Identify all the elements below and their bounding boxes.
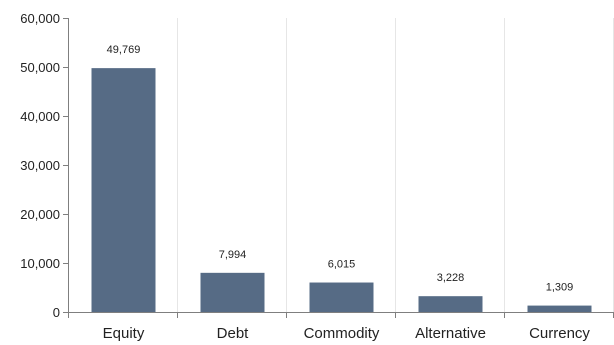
bar-commodity: [309, 282, 374, 312]
data-label-alternative: 3,228: [437, 272, 465, 284]
x-tick-label-commodity: Commodity: [304, 325, 380, 342]
y-tick-label-4: 40,000: [20, 109, 60, 124]
bars: [91, 68, 592, 312]
bar-equity: [91, 68, 156, 312]
x-tick-label-equity: Equity: [103, 325, 145, 342]
data-label-debt: 7,994: [219, 249, 247, 261]
bar-alternative: [418, 296, 483, 312]
y-tick-label-6: 60,000: [20, 11, 60, 26]
data-label-equity: 49,769: [107, 44, 141, 56]
data-label-commodity: 6,015: [328, 259, 356, 271]
bar-currency: [527, 305, 592, 312]
x-tick-label-debt: Debt: [217, 325, 250, 342]
data-label-currency: 1,309: [546, 282, 574, 294]
bar-debt: [200, 272, 265, 312]
labels: 49,769 Equity 7,994 Debt 6,015 Commodity 3,228…: [20, 11, 590, 342]
y-tick-label-0: 0: [53, 305, 60, 320]
y-tick-label-1: 10,000: [20, 256, 60, 271]
y-tick-label-3: 30,000: [20, 158, 60, 173]
y-tick-label-2: 20,000: [20, 207, 60, 222]
grid-lines: [177, 18, 614, 312]
y-tick-label-5: 50,000: [20, 60, 60, 75]
x-tick-label-currency: Currency: [529, 325, 590, 342]
x-tick-label-alternative: Alternative: [415, 325, 486, 342]
